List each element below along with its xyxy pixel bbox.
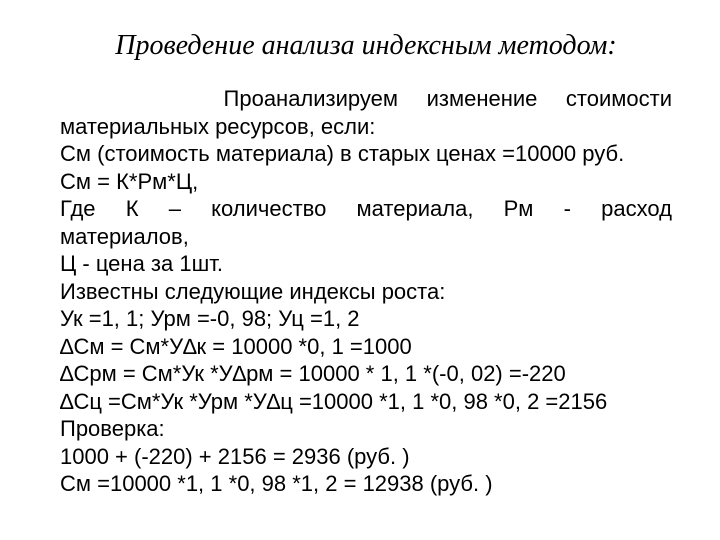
line-14: 1000 + (-220) + 2156 = 2936 (руб. ): [60, 443, 672, 471]
line-11: ∆Срм = См*Ук *У∆рм = 10000 * 1, 1 *(-0, …: [60, 360, 672, 388]
line-12: ∆Сц =См*Ук *Урм *У∆ц =10000 *1, 1 *0, 98…: [60, 388, 672, 416]
line-9: Ук =1, 1; Урм =-0, 98; Уц =1, 2: [60, 305, 672, 333]
slide-title: Проведение анализа индексным методом:: [60, 28, 672, 63]
line-6: материалов,: [60, 223, 672, 251]
line-13: Проверка:: [60, 415, 672, 443]
line-2: материальных ресурсов, если:: [60, 113, 672, 141]
slide-body: Проанализируем изменение стоимости матер…: [60, 85, 672, 498]
line-10: ∆См = См*У∆к = 10000 *0, 1 =1000: [60, 333, 672, 361]
line-1: Проанализируем изменение стоимости: [60, 85, 672, 113]
line-7: Ц - цена за 1шт.: [60, 250, 672, 278]
line-5: Где К – количество материала, Рм - расхо…: [60, 195, 672, 223]
line-3: См (стоимость материала) в старых ценах …: [60, 140, 672, 168]
line-8: Известны следующие индексы роста:: [60, 278, 672, 306]
slide-root: Проведение анализа индексным методом: Пр…: [0, 0, 720, 540]
line-4: См = К*Рм*Ц,: [60, 168, 672, 196]
line-15: См =10000 *1, 1 *0, 98 *1, 2 = 12938 (ру…: [60, 470, 672, 498]
